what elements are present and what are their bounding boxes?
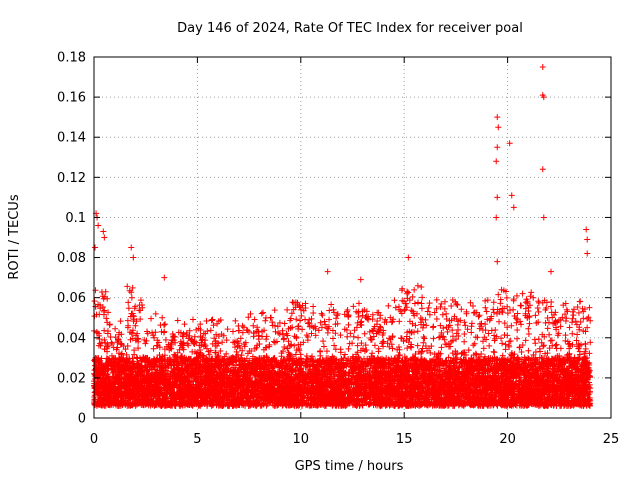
data-point	[514, 335, 521, 342]
data-point	[458, 350, 465, 357]
data-point	[420, 334, 427, 341]
data-point	[251, 316, 258, 323]
data-point	[371, 342, 378, 349]
data-point	[526, 320, 533, 327]
data-point	[232, 317, 239, 324]
data-point	[316, 348, 323, 355]
data-point	[389, 345, 396, 352]
data-point	[123, 351, 130, 358]
data-point	[490, 309, 497, 316]
data-point	[503, 294, 510, 301]
data-point	[471, 340, 478, 347]
data-point	[430, 335, 437, 342]
data-point	[308, 330, 315, 337]
data-point	[525, 347, 532, 354]
data-point	[480, 345, 487, 352]
data-point	[355, 334, 362, 341]
data-point	[577, 318, 584, 325]
data-point	[150, 345, 157, 352]
data-point	[470, 342, 477, 349]
data-point	[124, 317, 131, 324]
chart-title: Day 146 of 2024, Rate Of TEC Index for r…	[177, 21, 523, 36]
data-point	[445, 354, 452, 361]
data-point	[284, 332, 291, 339]
data-point	[347, 330, 354, 337]
data-point	[442, 341, 449, 348]
data-point	[482, 321, 489, 328]
data-point	[514, 327, 521, 334]
data-point	[453, 330, 460, 337]
data-point	[409, 293, 416, 300]
data-point	[179, 333, 186, 340]
data-point	[453, 336, 460, 343]
data-point	[569, 319, 576, 326]
data-point	[101, 327, 108, 334]
data-point	[263, 336, 270, 343]
data-point	[292, 351, 299, 358]
data-point	[185, 342, 192, 349]
data-point	[491, 349, 498, 356]
data-point	[345, 345, 352, 352]
data-point	[358, 340, 365, 347]
data-point	[281, 344, 288, 351]
data-point	[547, 337, 554, 344]
data-point	[492, 327, 499, 334]
data-point	[350, 333, 357, 340]
data-point	[555, 330, 562, 337]
data-point	[129, 355, 136, 362]
data-point	[388, 341, 395, 348]
data-point	[419, 324, 426, 331]
data-point	[479, 327, 486, 334]
data-point	[532, 312, 539, 319]
data-point	[422, 343, 429, 350]
data-point	[573, 337, 580, 344]
data-point	[461, 338, 468, 345]
data-point	[580, 315, 587, 322]
data-point	[354, 349, 361, 356]
data-point	[498, 335, 505, 342]
data-point	[329, 335, 336, 342]
data-point	[272, 328, 279, 335]
data-point	[103, 315, 110, 322]
data-point	[125, 299, 132, 306]
data-point	[414, 328, 421, 335]
data-point	[548, 337, 555, 344]
data-point	[412, 351, 419, 358]
data-point	[203, 345, 210, 352]
data-point	[166, 346, 173, 353]
data-point	[455, 326, 462, 333]
data-point	[180, 333, 187, 340]
data-point	[355, 313, 362, 320]
data-point	[224, 326, 231, 333]
data-point	[443, 310, 450, 317]
data-point	[562, 317, 569, 324]
data-point	[396, 318, 403, 325]
data-point	[465, 347, 472, 354]
data-point	[345, 321, 352, 328]
data-point	[414, 342, 421, 349]
data-point	[337, 332, 344, 339]
data-point	[485, 330, 492, 337]
data-point	[240, 324, 247, 331]
data-point	[384, 340, 391, 347]
data-point	[578, 341, 585, 348]
data-point	[483, 308, 490, 315]
data-point	[501, 331, 508, 338]
data-point	[478, 351, 485, 358]
data-points	[91, 64, 594, 409]
data-point	[207, 327, 214, 334]
data-point	[209, 340, 216, 347]
data-point	[525, 331, 532, 338]
